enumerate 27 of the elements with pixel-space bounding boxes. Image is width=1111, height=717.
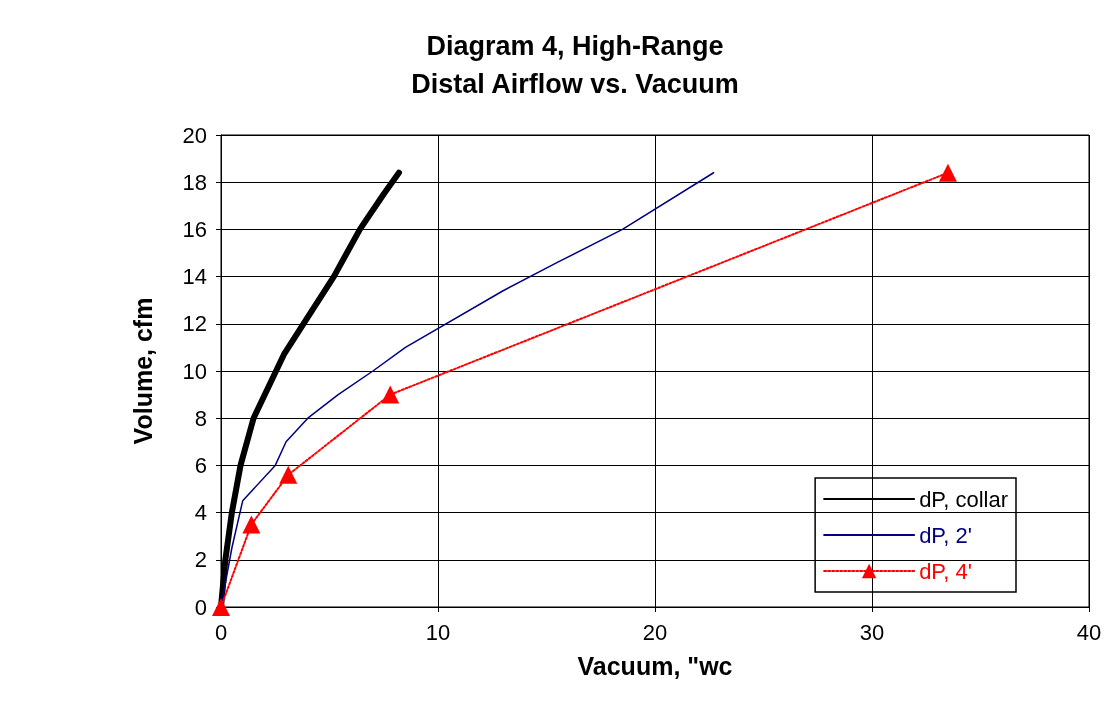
x-tick-label: 0 [214,619,228,645]
y-tick-label: 0 [194,594,207,620]
y-tick-label: 20 [182,122,207,148]
x-tick-label: 40 [1076,619,1102,645]
chart-title: Diagram 4, High-Range Distal Airflow vs. Vacuum [411,31,739,99]
x-tick-label: 10 [425,619,451,645]
legend-label: dP, 4' [919,558,972,584]
y-tick-label: 18 [182,169,207,195]
y-tick-label: 8 [194,405,207,431]
y-axis-title: Volume, cfm [128,297,157,445]
point [242,515,261,534]
y-tick-label: 12 [182,311,207,337]
y-tick-label: 10 [182,358,207,384]
legend-label: dP, collar [919,486,1008,512]
point [212,598,230,616]
y-tick-label: 2 [194,547,207,573]
point [279,465,298,484]
y-tick-label: 16 [182,216,207,242]
x-axis-title: Vacuum, "wc [577,651,733,680]
point [938,163,957,182]
x-tick-label: 30 [859,619,885,645]
x-tick-label: 20 [642,619,668,645]
y-tick-label: 14 [182,264,207,290]
point [381,385,400,404]
y-tick-label: 6 [194,452,207,478]
legend-label: dP, 2' [919,522,972,548]
y-tick-label: 4 [194,500,207,526]
